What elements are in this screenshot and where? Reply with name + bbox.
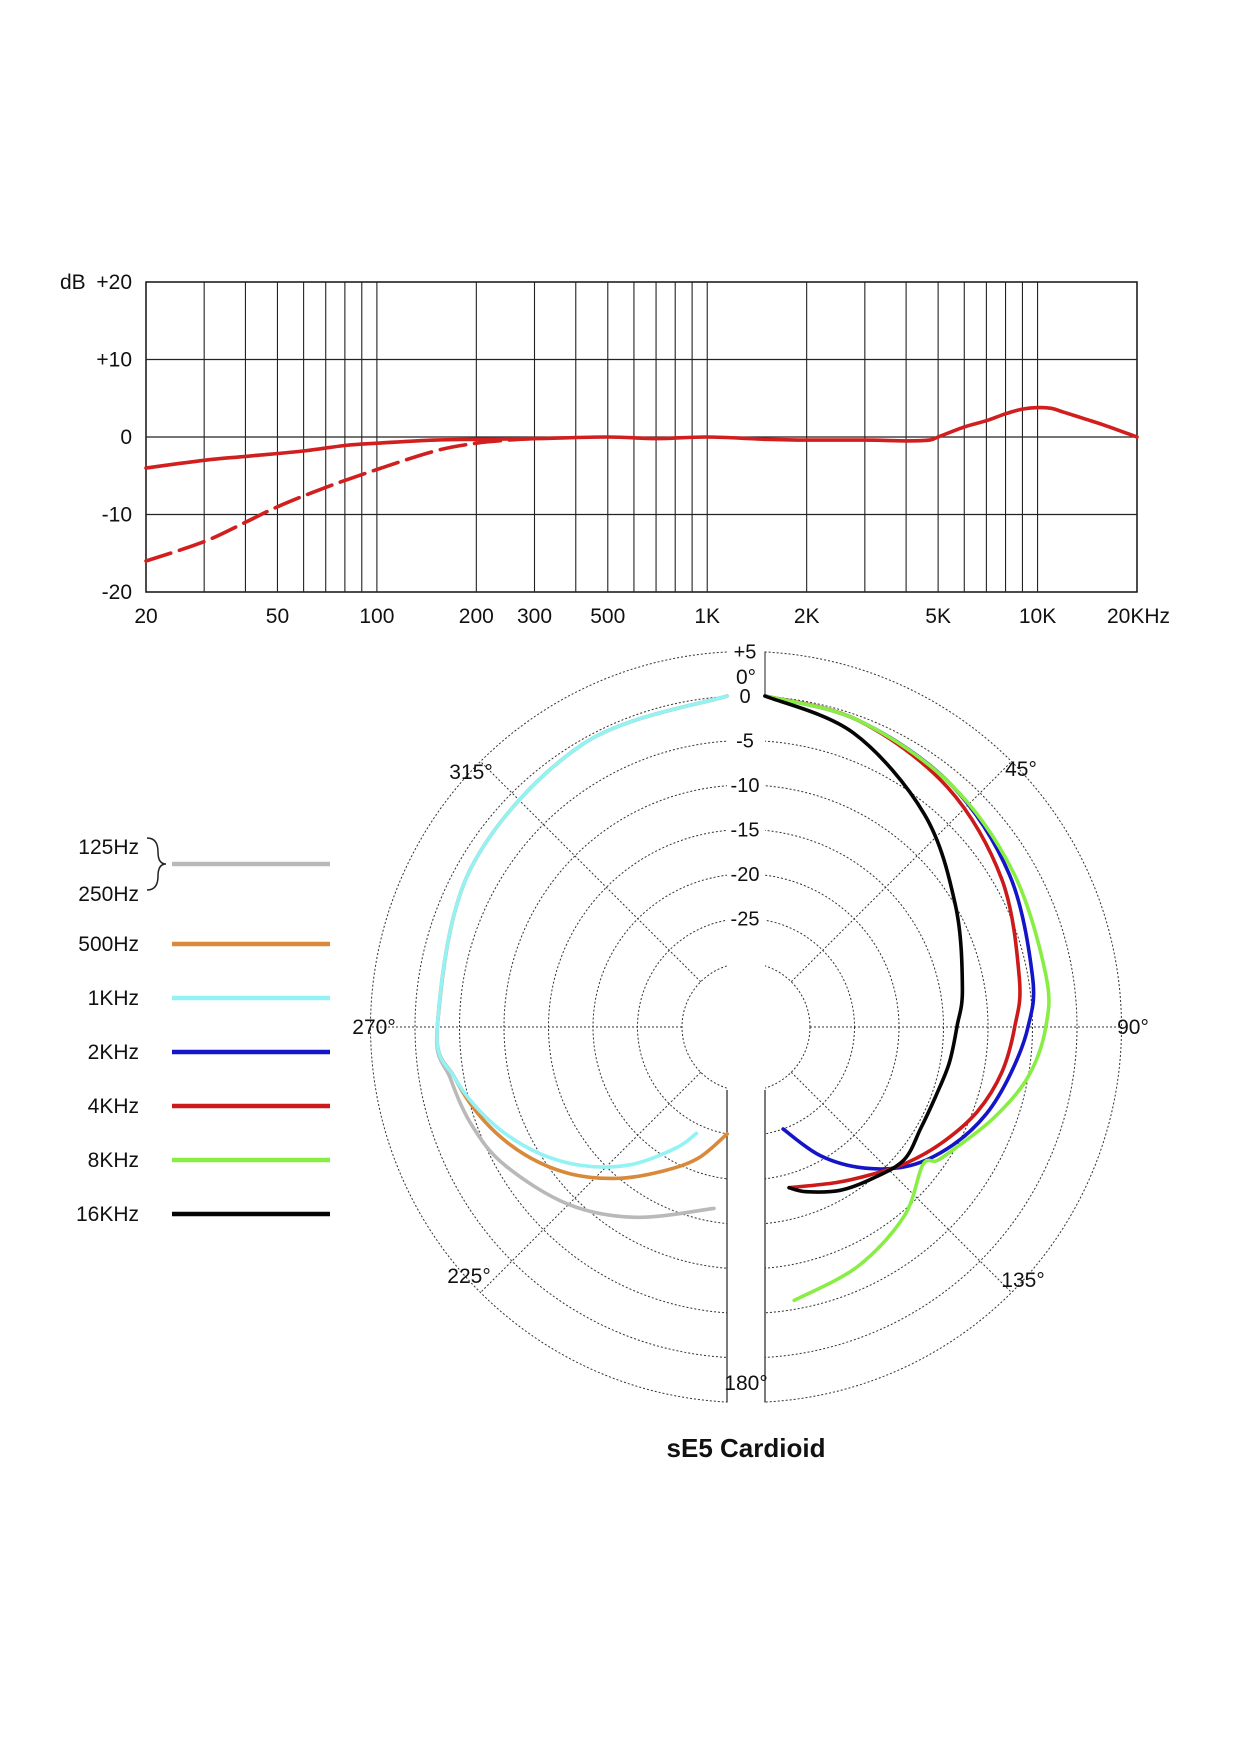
ring-label: -25	[731, 909, 760, 931]
legend-label: 125Hz	[78, 836, 139, 859]
y-tick-label: +10	[96, 349, 132, 372]
legend-label: 1KHz	[88, 987, 139, 1010]
frequency-curves	[144, 405, 1139, 563]
x-tick-label: 500	[590, 605, 625, 628]
angle-label: 0°	[736, 666, 756, 689]
y-tick-label: +20	[96, 271, 132, 294]
polar-spoke	[790, 761, 1012, 983]
polar-axis-labels: +5 0 -5 -10 -15 -20 -25 0° 45° 90° 135° 180° 225° 270…	[352, 642, 1149, 1396]
angle-label: 135°	[1001, 1269, 1044, 1292]
y-tick-label: -10	[102, 504, 132, 527]
polar-spoke	[480, 1071, 702, 1293]
legend-label: 16KHz	[76, 1203, 139, 1226]
angle-label: 225°	[447, 1265, 490, 1288]
frequency-response-chart: 20 50 100 200 300 500 1K 2K 5K 10K 20KHz +20 +10 0 -10…	[60, 271, 1170, 628]
polar-spoke	[480, 761, 702, 983]
x-tick-label: 200	[459, 605, 494, 628]
polar-curve	[435, 694, 729, 1169]
polar-ring	[414, 695, 1078, 1359]
angle-label: 45°	[1005, 758, 1037, 781]
chart-title: sE5 Cardioid	[667, 1433, 826, 1463]
frequency-axis-labels: 20 50 100 200 300 500 1K 2K 5K 10K 20KHz +20 +10 0 -10…	[60, 271, 1170, 628]
legend-brace	[146, 837, 167, 891]
polar-curve	[763, 694, 1022, 1190]
ring-label: +5	[734, 642, 757, 664]
polar-curve	[763, 694, 1051, 1303]
ring-label: 0	[739, 686, 750, 708]
y-unit-label: dB	[60, 271, 86, 294]
polar-legend: 125Hz 250Hz 500Hz 1KHz 2KHz 4KHz 8KHz 16KHz	[76, 836, 330, 1226]
response-curve-dashed	[144, 436, 537, 563]
legend-label: 2KHz	[88, 1041, 139, 1064]
bottom-gap-band	[727, 1071, 765, 1405]
response-curve-solid	[144, 405, 1139, 470]
legend-label: 4KHz	[88, 1095, 139, 1118]
polar-curves	[434, 694, 1051, 1303]
angle-label: 270°	[352, 1016, 395, 1039]
legend-label: 500Hz	[78, 933, 139, 956]
y-tick-label: 0	[120, 426, 132, 449]
polar-grid	[370, 649, 1122, 1405]
legend-label: 8KHz	[88, 1149, 139, 1172]
x-tick-label: 5K	[925, 605, 951, 628]
ring-label: -20	[731, 864, 760, 886]
polar-curve	[763, 694, 965, 1194]
x-tick-label: 20	[134, 605, 157, 628]
y-tick-label: -20	[102, 581, 132, 604]
ring-label: -5	[736, 731, 754, 753]
angle-label: 90°	[1117, 1016, 1149, 1039]
ring-label: -15	[731, 820, 760, 842]
polar-curve	[763, 694, 1036, 1171]
x-tick-label: 2K	[794, 605, 820, 628]
legend-label: 250Hz	[78, 883, 139, 906]
x-tick-label: 20KHz	[1107, 605, 1170, 628]
x-tick-label: 10K	[1019, 605, 1056, 628]
ring-label: -10	[731, 775, 760, 797]
ring-label-band	[727, 649, 765, 981]
angle-label: 315°	[449, 761, 492, 784]
x-tick-label: 300	[517, 605, 552, 628]
x-tick-label: 100	[359, 605, 394, 628]
angle-label: 180°	[724, 1372, 767, 1395]
polar-pattern-chart: +5 0 -5 -10 -15 -20 -25 0° 45° 90° 135° 180° 225° 270…	[352, 642, 1149, 1405]
x-tick-label: 50	[266, 605, 289, 628]
x-tick-label: 1K	[694, 605, 720, 628]
